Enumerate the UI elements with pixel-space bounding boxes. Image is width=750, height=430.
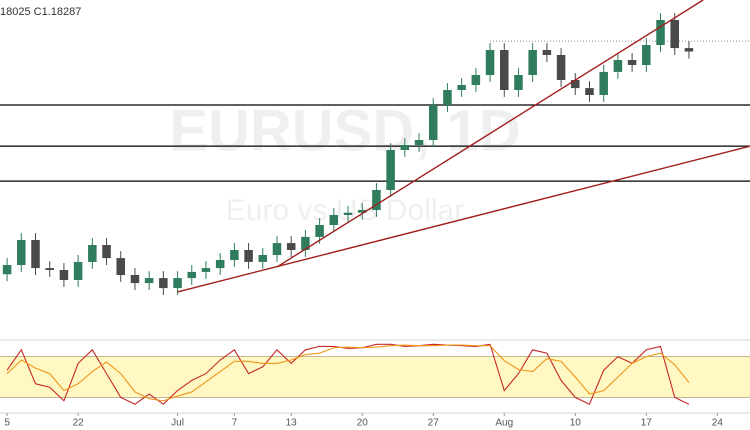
x-tick-label: 10 xyxy=(570,418,582,429)
candle-body xyxy=(514,75,523,90)
candle-body xyxy=(31,240,40,269)
candle-body xyxy=(400,145,410,150)
candle-body xyxy=(59,270,69,280)
candle-body xyxy=(357,210,367,213)
candle-body xyxy=(2,265,12,275)
candle-body xyxy=(187,271,197,279)
x-tick-label: 7 xyxy=(232,418,238,429)
candle-body xyxy=(315,225,324,237)
candle-body xyxy=(116,258,125,275)
candle-body xyxy=(485,50,495,75)
candle-body xyxy=(286,243,296,250)
candle-body xyxy=(542,50,552,55)
x-tick-label: Aug xyxy=(495,418,513,429)
candle-body xyxy=(585,88,594,95)
candle-body xyxy=(571,80,580,89)
candle-body xyxy=(372,190,381,210)
candle-body xyxy=(88,245,97,262)
candle-body xyxy=(457,85,466,90)
candle-body xyxy=(613,60,623,72)
candle-body xyxy=(528,50,537,75)
candle-body xyxy=(159,278,168,289)
candle-body xyxy=(471,75,481,85)
candle-body xyxy=(17,240,26,265)
x-tick-label: 27 xyxy=(428,418,440,429)
candle-body xyxy=(215,260,225,269)
candle-body xyxy=(173,278,182,289)
oscillator-band xyxy=(0,356,750,398)
candle-body xyxy=(201,268,211,272)
candle-body xyxy=(258,255,268,262)
x-tick-label: 5 xyxy=(4,418,10,429)
candle-body xyxy=(684,48,694,52)
candle-body xyxy=(102,245,111,259)
candle-body xyxy=(343,212,353,215)
x-tick-label: Jul xyxy=(171,418,184,429)
x-tick-label: 24 xyxy=(712,418,724,429)
candle-body xyxy=(670,20,679,49)
candle-body xyxy=(500,50,509,90)
x-tick-label: 20 xyxy=(357,418,369,429)
x-tick-label: 17 xyxy=(641,418,653,429)
candle-body xyxy=(556,55,566,80)
watermark-subtitle: Euro vs US Dollar xyxy=(226,194,464,227)
candle-body xyxy=(130,275,140,284)
candle-body xyxy=(656,20,665,45)
candle-body xyxy=(599,71,608,95)
candle-body xyxy=(73,261,83,280)
x-tick-label: 13 xyxy=(286,418,298,429)
candle-body xyxy=(230,250,239,260)
candle-body xyxy=(272,243,282,255)
candle-body xyxy=(414,140,424,145)
candle-body xyxy=(244,250,253,262)
candle-body xyxy=(428,105,438,140)
watermark: EURUSD, 1D xyxy=(169,98,520,163)
ohlc-header: 18025 C1.18287 xyxy=(0,6,81,18)
candle-body xyxy=(45,268,54,270)
oscillator-line xyxy=(6,343,690,405)
trend-line xyxy=(177,145,750,293)
candle-body xyxy=(144,278,154,284)
candle-body xyxy=(301,236,310,250)
trend-line xyxy=(276,0,704,268)
x-tick-label: 22 xyxy=(73,418,85,429)
candle-body xyxy=(443,90,452,105)
candle-body xyxy=(642,45,651,65)
candle-body xyxy=(627,60,637,65)
oscillator-line xyxy=(6,344,690,402)
candle-body xyxy=(329,215,339,225)
candle-body xyxy=(386,150,395,190)
